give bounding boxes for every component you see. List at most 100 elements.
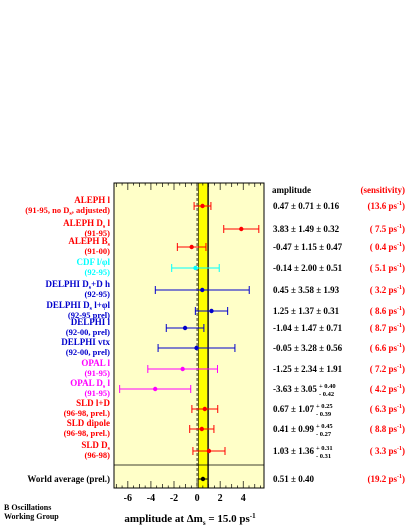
world-average-sensitivity: (19.2 ps-1) [367,474,405,484]
footer-line-1: B Oscillations [4,503,52,512]
measurement-period: (91-95, no Ds, adjusted) [25,205,110,217]
amplitude-syst-minus: - 0.27 [316,431,332,438]
sensitivity-value: (13.6 ps-1) [367,201,405,211]
world-average-label: World average (prel.) [27,474,110,484]
measurement-period: (96-98, prel.) [64,408,111,418]
sensitivity-value: ( 8.8 ps-1) [370,424,405,434]
sensitivity-value: ( 6.3 ps-1) [370,404,405,414]
measurement-row: DELPHI l(92-00, prel) -1.04 ± 1.47 ± 0.71… [66,317,405,337]
measurement-name: DELPHI Ds+D h [46,279,111,291]
footer-credit: B Oscillations Working Group [4,503,59,521]
measurement-name: ALEPH Bs [68,236,110,248]
amplitude-value: -1.04 ± 1.47 ± 0.71 [273,323,343,333]
amplitude-value: 3.83 ± 1.49 ± 0.32 [273,224,340,234]
x-tick-label: 4 [241,493,246,504]
data-point [239,226,244,232]
measurement-name: SLD l+D [76,398,110,408]
x-tick-label: -6 [124,493,132,504]
data-point [189,244,194,250]
amplitude-value: -3.63 ± 3.05 [273,384,317,394]
amplitude-value: 1.03 ± 1.36 [273,446,314,456]
data-point [180,366,185,372]
amplitude-syst-plus: + 0.40 [319,383,336,390]
data-point [152,386,158,392]
footer-line-2: Working Group [4,512,59,521]
measurement-period: (91-95) [85,368,111,378]
measurement-name: ALEPH l [74,195,110,205]
amplitude-value: 0.67 ± 1.07 [273,404,314,414]
measurement-name: DELPHI vtx [61,337,110,347]
measurement-row: OPAL Ds l(91-95) -3.63 ± 3.05 + 0.40- 0.42… [70,378,405,398]
x-axis-title: amplitude at Δms = 15.0 ps-1 [124,512,256,527]
data-point [182,325,188,331]
amplitude-value: 1.25 ± 1.37 ± 0.31 [273,306,340,316]
sensitivity-value: ( 8.7 ps-1) [370,323,405,333]
amplitude-syst-plus: + 0.45 [316,423,333,430]
measurement-row: ALEPH l(91-95, no Ds, adjusted) 0.47 ± 0.… [25,195,405,217]
amplitude-syst-minus: - 0.39 [316,411,332,418]
measurement-name: CDF l/φl [76,257,110,267]
measurement-row: CDF l/φl(92-95) -0.14 ± 2.00 ± 0.51 ( 5.1 … [76,257,405,277]
sensitivity-value: ( 3.2 ps-1) [370,285,405,295]
measurement-name: SLD Ds [81,440,110,452]
amplitude-value: 0.41 ± 0.99 [273,424,314,434]
data-point [199,426,205,432]
measurement-name: OPAL l [81,358,110,368]
amplitude-syst-plus: + 0.25 [316,403,333,410]
measurement-period: (92-95) [85,289,111,299]
data-point [209,308,214,314]
data-point [200,203,205,209]
data-point [206,448,212,454]
measurement-name: DELPHI Ds l+φl [46,300,110,312]
amplitude-value: 0.45 ± 3.58 ± 1.93 [273,285,340,295]
world-average-band [198,183,208,488]
measurement-period: (96-98, prel.) [64,428,111,438]
sensitivity-value: ( 4.2 ps-1) [370,384,405,394]
x-tick-label: -4 [147,493,155,504]
measurement-name: OPAL Ds l [70,378,110,390]
amplitude-syst-minus: - 0.31 [316,453,331,460]
amplitude-syst-minus: - 0.42 [319,391,334,398]
sensitivity-value: ( 3.3 ps-1) [370,446,405,456]
amplitude-syst-plus: + 0.31 [316,445,333,452]
measurement-name: SLD dipole [67,418,110,428]
column-header-sensitivity: (sensitivity) [361,185,406,195]
measurement-row: SLD l+D(96-98, prel.) 0.67 ± 1.07 + 0.25- … [64,398,405,418]
measurement-period: (92-00, prel) [66,327,110,337]
data-point [202,406,208,412]
measurement-period: (92-95) [85,267,111,277]
panel-frame [113,182,265,489]
data-point [200,287,205,293]
measurement-row: DELPHI Ds l+φl(92-95 prel) 1.25 ± 1.37 ± … [46,300,405,320]
measurement-row: ALEPH Ds l(91-95) 3.83 ± 1.49 ± 0.32 ( 7.5… [63,218,405,238]
measurement-row: DELPHI vtx(92-00, prel) -0.05 ± 3.28 ± 0.… [61,337,405,357]
measurement-row: DELPHI Ds+D h(92-95) 0.45 ± 3.58 ± 1.93 ( … [46,279,406,299]
column-header-amplitude: amplitude [272,185,311,195]
measurement-name: ALEPH Ds l [63,218,110,230]
sensitivity-value: ( 8.6 ps-1) [370,306,405,316]
data-point [193,265,198,271]
x-tick-label: 2 [218,493,223,504]
amplitude-value: -0.05 ± 3.28 ± 0.56 [273,343,343,353]
sensitivity-value: ( 7.2 ps-1) [370,364,405,374]
measurement-period: (91-00) [85,246,111,256]
world-average-amplitude: 0.51 ± 0.40 [273,474,314,484]
measurement-row: SLD dipole(96-98, prel.) 0.41 ± 0.99 + 0.4… [64,418,405,438]
amplitude-value: 0.47 ± 0.71 ± 0.16 [273,201,340,211]
sensitivity-value: ( 5.1 ps-1) [370,263,405,273]
measurement-period: (91-95) [85,228,111,238]
measurement-period: (96-98) [85,450,111,460]
amplitude-value: -0.14 ± 2.00 ± 0.51 [273,263,343,273]
measurement-row: ALEPH Bs(91-00) -0.47 ± 1.15 ± 0.47 ( 0.4 … [68,236,405,256]
data-point [194,345,199,351]
panel-background [114,183,264,488]
x-tick-label: 0 [195,493,200,504]
measurement-row: OPAL l(91-95) -1.25 ± 2.34 ± 1.91 ( 7.2 ps… [81,358,405,378]
sensitivity-value: ( 0.4 ps-1) [370,242,405,252]
sensitivity-value: ( 6.6 ps-1) [370,343,405,353]
amplitude-value: -0.47 ± 1.15 ± 0.47 [273,242,343,252]
world-average-point [200,476,206,482]
measurement-period: (92-95 prel) [68,310,110,320]
world-average-row: World average (prel.) 0.51 ± 0.40 (19.2 ps… [27,474,405,484]
